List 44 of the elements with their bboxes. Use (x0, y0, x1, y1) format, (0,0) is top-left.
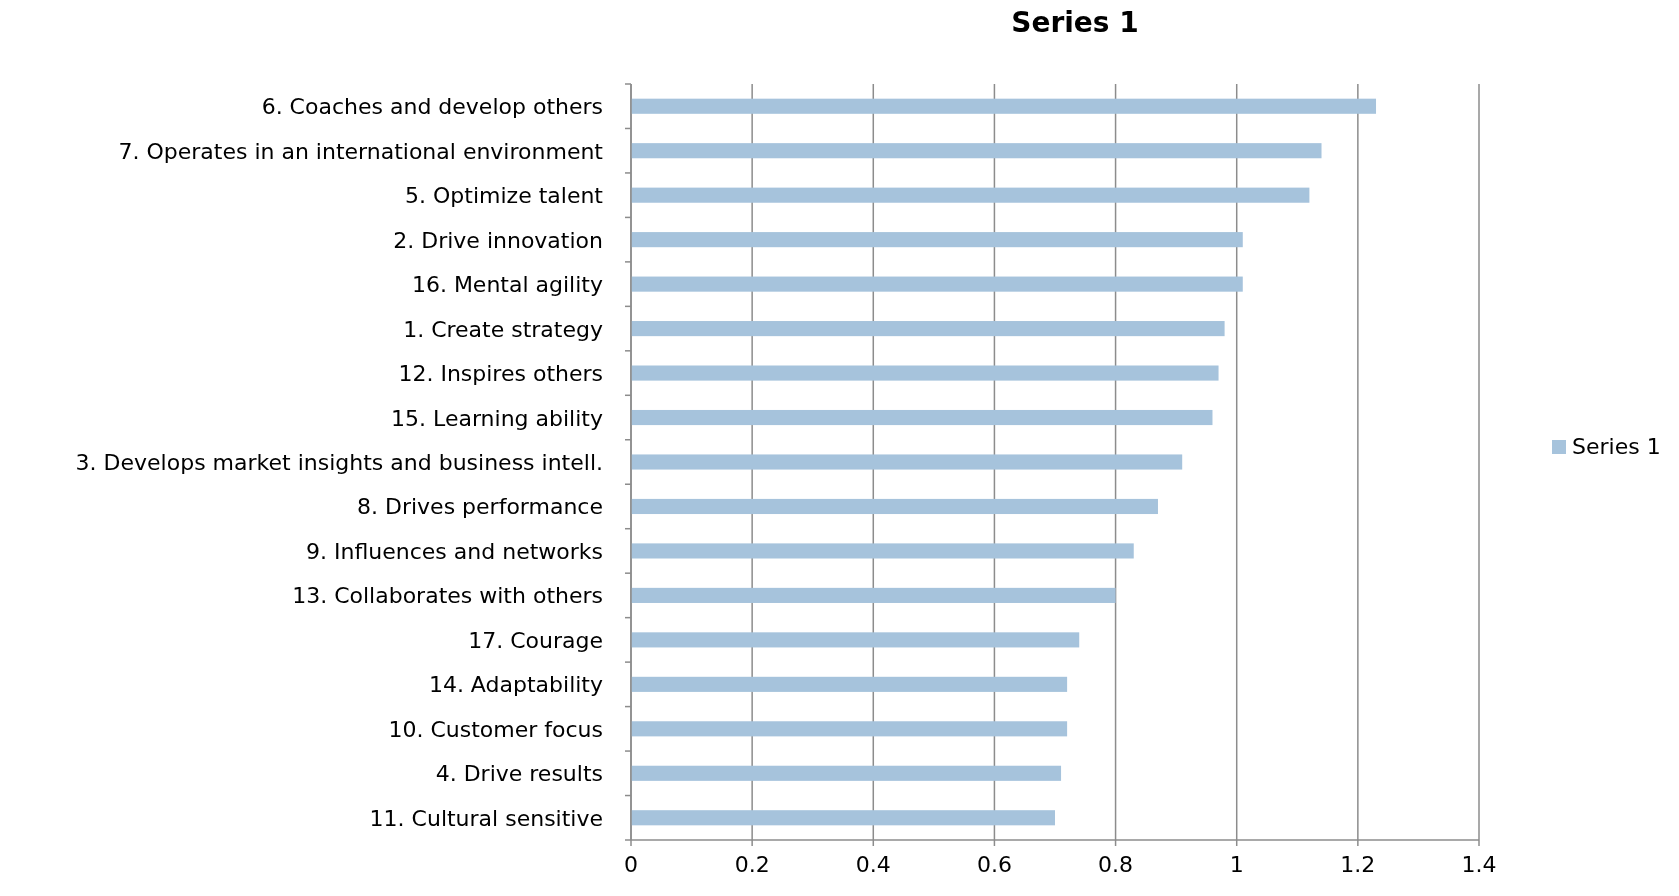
x-tick-label: 0.4 (855, 852, 891, 877)
chart-title: Series 1 (1011, 6, 1139, 39)
y-tick-label: 5. Optimize talent (405, 183, 604, 209)
bar (631, 143, 1322, 159)
bar (631, 365, 1219, 381)
bar (631, 232, 1243, 248)
bar (631, 98, 1377, 114)
y-tick-label: 12. Inspires others (398, 361, 603, 387)
x-tick-label: 0 (624, 852, 638, 877)
bar (631, 543, 1134, 559)
x-tick-label: 1.2 (1340, 852, 1376, 877)
y-tick-label: 11. Cultural sensitive (369, 805, 603, 831)
legend-label: Series 1 (1572, 434, 1661, 459)
y-tick-label: 17. Courage (468, 627, 603, 653)
bar (631, 454, 1183, 470)
y-tick-label: 14. Adaptability (428, 672, 603, 698)
bar (631, 276, 1243, 292)
y-tick-label: 3. Develops market insights and business intell. (75, 450, 603, 475)
y-tick-label: 1. Create strategy (403, 316, 603, 342)
y-tick-label: 7. Operates in an international environment (118, 138, 604, 164)
x-tick-label: 1.4 (1461, 852, 1497, 877)
y-tick-label: 13. Collaborates with others (292, 583, 603, 609)
bar (631, 587, 1116, 603)
bar (631, 409, 1213, 426)
y-tick-label: 16. Mental agility (411, 272, 603, 298)
y-tick-label: 9. Influences and networks (306, 538, 603, 564)
x-tick-label: 1 (1229, 852, 1244, 877)
y-tick-label: 10. Customer focus (388, 716, 603, 742)
y-tick-label: 15. Learning ability (391, 405, 603, 431)
y-tick-label: 8. Drives performance (357, 494, 603, 520)
bar (631, 676, 1068, 692)
bar (631, 498, 1158, 515)
bar (631, 321, 1225, 337)
bar (631, 810, 1055, 826)
x-tick-label: 0.2 (734, 852, 770, 877)
y-tick-label: 6. Coaches and develop others (261, 94, 603, 120)
y-tick-label: 2. Drive innovation (393, 227, 603, 253)
bar (631, 721, 1068, 737)
x-tick-label: 0.6 (976, 852, 1012, 877)
bar (631, 187, 1310, 203)
x-tick-label: 0.8 (1098, 852, 1134, 877)
bar (631, 632, 1080, 648)
y-tick-label: 4. Drive results (435, 761, 603, 787)
bar (631, 765, 1062, 781)
